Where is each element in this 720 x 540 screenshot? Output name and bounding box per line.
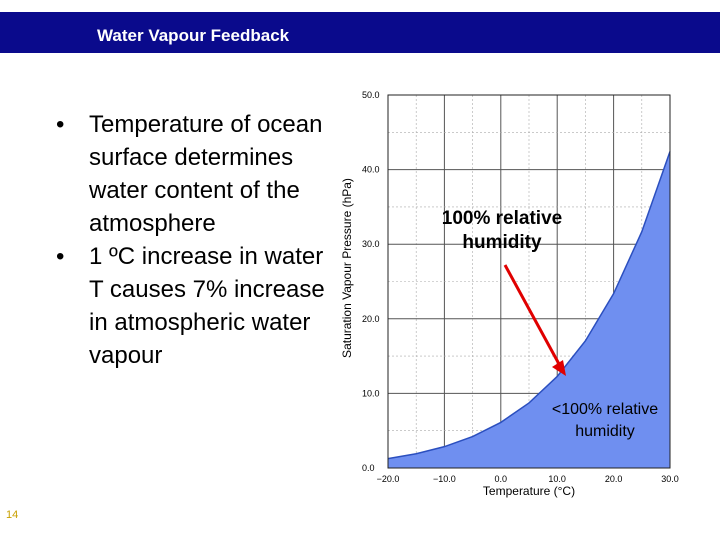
x-axis-label: Temperature (°C) — [483, 484, 575, 498]
bullet-text: 1 ºC increase in water T causes 7% incre… — [89, 243, 325, 369]
y-tick-label: 10.0 — [362, 388, 380, 398]
bullet-dot-icon: • — [56, 111, 65, 138]
annotation-subsaturated: <100% relative humidity — [552, 401, 658, 440]
y-tick-label: 40.0 — [362, 165, 380, 175]
y-tick-label: 0.0 — [362, 463, 375, 473]
x-tick-label: 30.0 — [661, 474, 679, 484]
arrow-head-icon — [552, 360, 566, 376]
arrow-line — [503, 264, 561, 365]
bullet-text: Temperature of ocean surface determines … — [89, 111, 323, 237]
saturation-curve — [387, 151, 671, 460]
bullet-item: • Temperature of ocean surface determine… — [56, 108, 326, 240]
title-bar — [0, 12, 720, 53]
page-number: 14 — [6, 509, 19, 521]
y-axis-label: Saturation Vapour Pressure (hPa) — [340, 178, 354, 358]
y-tick-label: 50.0 — [362, 90, 380, 100]
x-tick-label: 10.0 — [548, 474, 566, 484]
x-tick-label: 0.0 — [495, 474, 508, 484]
bullet-dot-icon: • — [56, 243, 65, 270]
x-tick-label: −20.0 — [377, 474, 400, 484]
annotation-saturated: 100% relative humidity — [442, 208, 562, 253]
plot-frame — [387, 94, 671, 469]
y-tick-label: 30.0 — [362, 239, 380, 249]
bullet-item: • 1 ºC increase in water T causes 7% inc… — [56, 240, 326, 372]
saturation-area — [388, 151, 670, 468]
x-tick-label: −10.0 — [433, 474, 456, 484]
y-tick-label: 20.0 — [362, 314, 380, 324]
slide-title: Water Vapour Feedback — [97, 26, 290, 45]
x-tick-label: 20.0 — [605, 474, 623, 484]
bullet-list: • Temperature of ocean surface determine… — [56, 108, 326, 372]
